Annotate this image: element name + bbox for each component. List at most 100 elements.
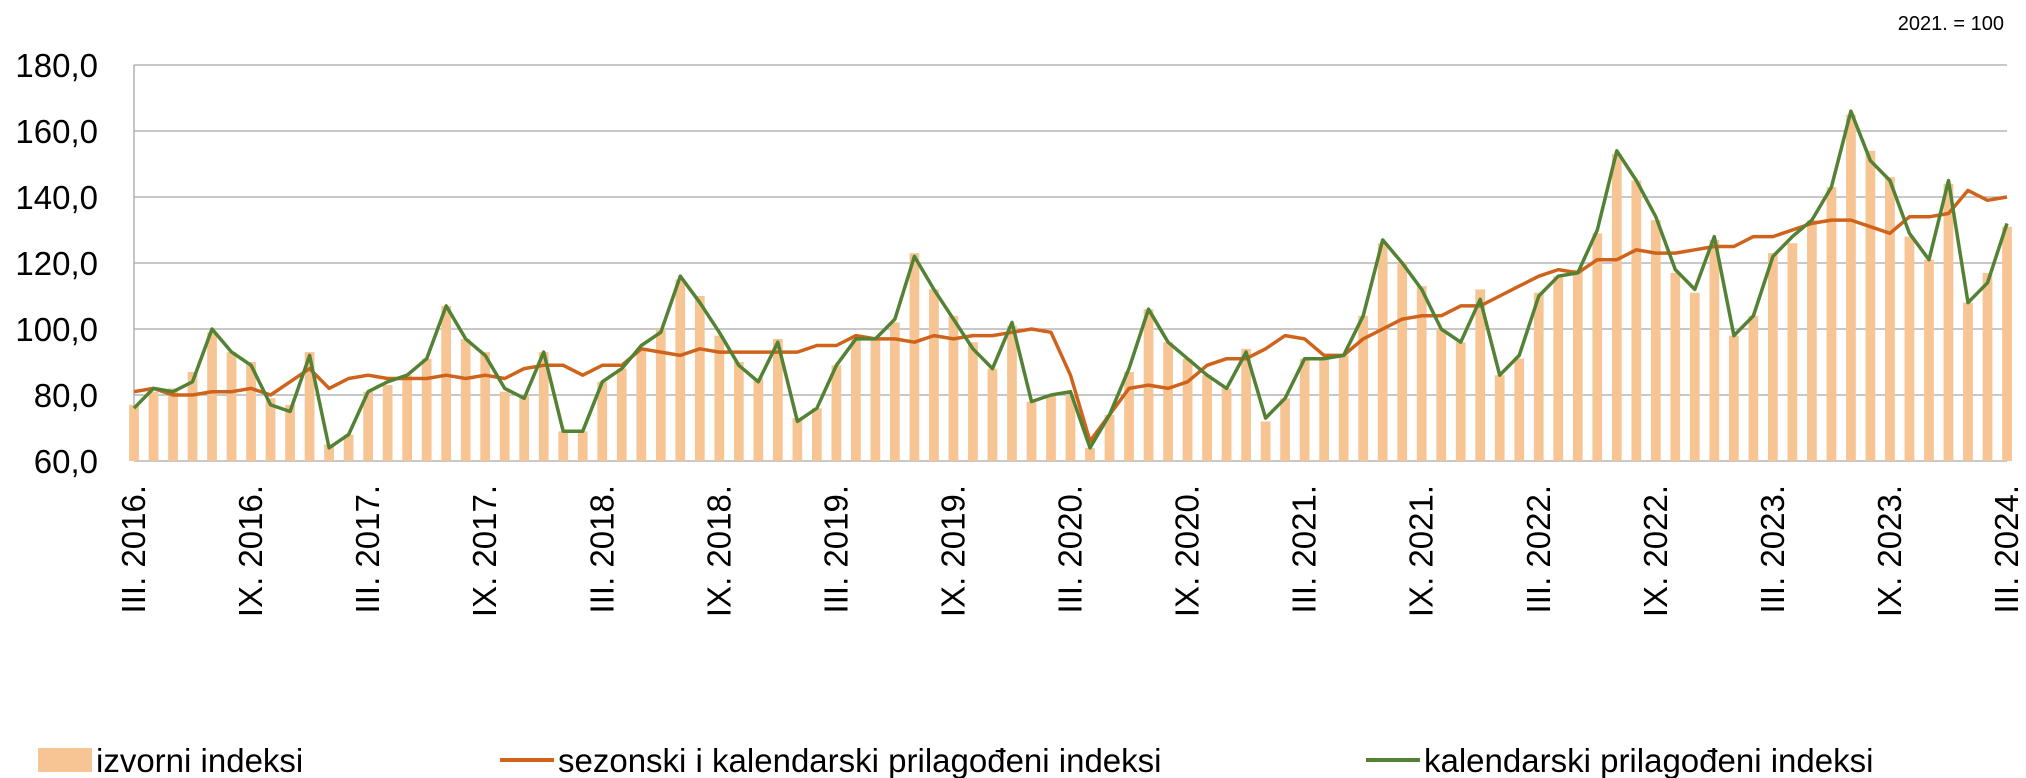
bar — [694, 296, 705, 461]
bar — [129, 404, 139, 461]
x-tick-label: IX. 2019. — [934, 485, 971, 617]
x-tick-label: IX. 2023. — [1871, 485, 1908, 617]
x-tick-label: III. 2020. — [1052, 485, 1089, 613]
bar — [1533, 292, 1544, 461]
y-tick-label: 80,0 — [34, 377, 98, 414]
x-tick-label: IX. 2016. — [232, 485, 269, 617]
x-tick-label: IX. 2022. — [1637, 485, 1674, 617]
bar — [1982, 272, 1993, 461]
x-tick-label: III. 2022. — [1520, 485, 1557, 613]
y-tick-label: 160,0 — [15, 113, 98, 150]
bar — [675, 279, 686, 461]
bar — [1416, 286, 1427, 461]
bar — [792, 418, 803, 461]
x-tick-label: IX. 2018. — [700, 485, 737, 617]
bar — [1787, 243, 1798, 461]
y-tick-label: 140,0 — [15, 179, 98, 216]
line — [133, 188, 2008, 443]
bar — [1007, 325, 1017, 461]
bar — [1650, 220, 1661, 461]
bar — [1065, 395, 1076, 461]
bar — [363, 391, 374, 461]
legend-label: sezonski i kalendarski prilagođeni indek… — [558, 742, 1162, 778]
bar — [1280, 398, 1290, 461]
bar — [1319, 358, 1330, 461]
bar — [207, 332, 217, 461]
bar — [558, 431, 569, 461]
bar — [811, 408, 822, 461]
bar — [909, 253, 920, 461]
x-tick-label: IX. 2020. — [1169, 485, 1206, 617]
bar — [1963, 302, 1973, 461]
bar — [577, 431, 588, 461]
bar — [987, 368, 998, 461]
bar — [1085, 447, 1095, 461]
bar — [1377, 243, 1388, 461]
bar — [1299, 358, 1310, 461]
bar — [1631, 180, 1642, 461]
y-tick-label: 120,0 — [15, 245, 98, 282]
bar — [1104, 414, 1115, 461]
bar — [1358, 315, 1369, 461]
bar — [538, 352, 549, 461]
bar — [1807, 220, 1817, 461]
bar — [421, 358, 432, 461]
x-tick-label: IX. 2017. — [466, 485, 503, 617]
bar — [851, 338, 861, 461]
bar — [1553, 276, 1564, 461]
x-tick-label: III. 2016. — [115, 485, 152, 613]
bar — [187, 371, 198, 461]
bar — [441, 305, 452, 461]
bar — [148, 391, 159, 461]
bar — [324, 444, 334, 461]
y-tick-label: 180,0 — [15, 47, 98, 84]
bar — [519, 395, 530, 461]
bar — [1494, 375, 1505, 461]
bar — [597, 381, 608, 461]
legend-label: kalendarski prilagođeni indeksi — [1424, 742, 1873, 778]
bar — [1924, 259, 1934, 461]
bar — [616, 368, 627, 461]
x-tick-label: IX. 2021. — [1403, 485, 1440, 617]
bar — [870, 338, 881, 461]
bar — [1260, 421, 1271, 461]
bar — [1846, 114, 1856, 461]
x-tick-label: III. 2024. — [1988, 485, 2025, 613]
legend-label: izvorni indeksi — [96, 742, 303, 778]
bar — [1514, 358, 1525, 461]
y-tick-label: 100,0 — [15, 311, 98, 348]
bar — [1904, 236, 1915, 461]
x-tick-label: III. 2021. — [1286, 485, 1323, 613]
bar — [246, 362, 256, 461]
bar — [1767, 253, 1778, 461]
y-tick-label: 60,0 — [34, 443, 98, 480]
bar — [714, 335, 725, 461]
bar — [285, 404, 295, 461]
bar — [1592, 233, 1603, 461]
bar — [1436, 329, 1447, 461]
bar — [1865, 150, 1876, 462]
bar — [1689, 292, 1700, 461]
bar — [168, 388, 178, 461]
bar — [343, 434, 354, 461]
bar — [1885, 177, 1895, 461]
x-tick-label: III. 2023. — [1754, 485, 1791, 613]
bar — [1046, 395, 1056, 461]
bar — [772, 338, 783, 461]
bar — [402, 375, 413, 461]
bar — [1475, 289, 1486, 461]
bar — [1221, 388, 1232, 461]
bar — [2002, 226, 2012, 461]
bar — [1670, 272, 1681, 461]
line — [132, 109, 2009, 450]
bar — [499, 391, 510, 461]
bar — [890, 322, 900, 461]
bar — [1728, 335, 1739, 461]
bar — [1182, 358, 1193, 461]
bar — [1748, 315, 1759, 461]
bar — [655, 329, 666, 461]
bar — [1709, 239, 1720, 461]
bar — [304, 352, 315, 461]
bar — [460, 338, 471, 461]
